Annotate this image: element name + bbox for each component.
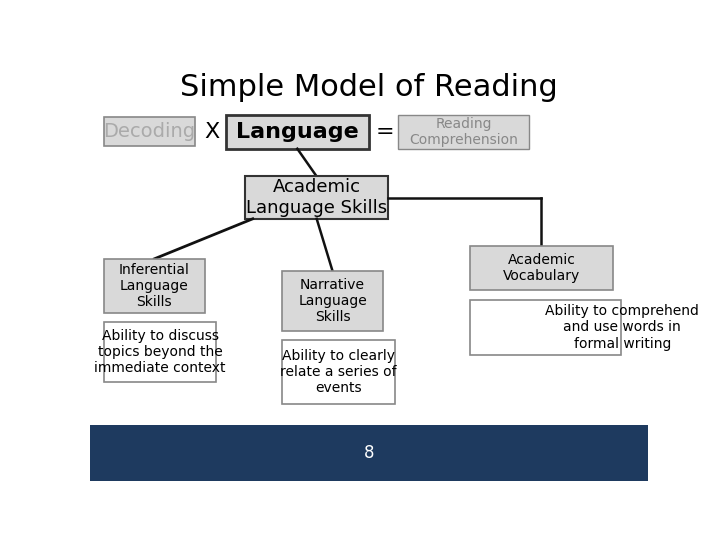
Text: Narrative
Language
Skills: Narrative Language Skills [298, 278, 367, 325]
Bar [282, 340, 395, 403]
Bar [90, 425, 648, 481]
Text: Decoding: Decoding [104, 122, 196, 141]
Text: Language: Language [236, 122, 359, 142]
Bar [282, 271, 383, 331]
Bar [104, 322, 216, 382]
Bar [104, 117, 195, 146]
Text: 8: 8 [364, 444, 374, 462]
Text: X: X [204, 122, 220, 142]
Bar [104, 259, 204, 313]
Text: =: = [375, 122, 394, 142]
Text: Simple Model of Reading: Simple Model of Reading [180, 73, 558, 103]
Text: Academic
Vocabulary: Academic Vocabulary [503, 253, 580, 283]
Text: Ability to discuss
topics beyond the
immediate context: Ability to discuss topics beyond the imm… [94, 329, 226, 375]
Bar [469, 246, 613, 291]
Text: Ability to clearly
relate a series of
events: Ability to clearly relate a series of ev… [280, 349, 397, 395]
Bar [245, 177, 388, 219]
Bar [398, 115, 528, 148]
Text: Inferential
Language
Skills: Inferential Language Skills [119, 262, 190, 309]
Bar [225, 115, 369, 148]
Text: Reading
Comprehension: Reading Comprehension [409, 117, 518, 147]
Text: Academic
Language Skills: Academic Language Skills [246, 178, 387, 217]
Text: Ability to comprehend
and use words in
formal writing: Ability to comprehend and use words in f… [545, 304, 699, 350]
Bar [469, 300, 621, 355]
